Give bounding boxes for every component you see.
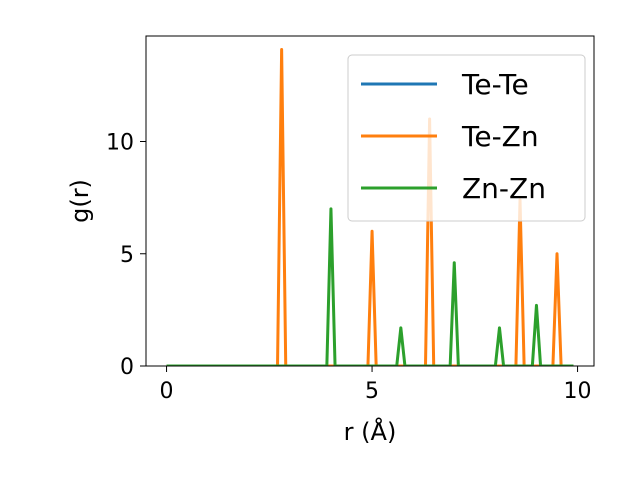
x-tick-label: 5 xyxy=(365,379,379,404)
x-tick-label: 0 xyxy=(160,379,174,404)
x-axis-label: r (Å) xyxy=(344,417,397,446)
y-axis-label: g(r) xyxy=(66,179,94,223)
legend-label-zn-zn: Zn-Zn xyxy=(462,172,546,205)
legend-box xyxy=(347,54,586,222)
x-tick-label: 10 xyxy=(564,379,592,404)
legend-label-te-zn: Te-Zn xyxy=(461,120,539,153)
ticks-layer: 0 5 10 0 5 10 xyxy=(106,131,592,404)
legend-label-te-te: Te-Te xyxy=(461,68,529,101)
y-tick-label: 5 xyxy=(120,243,134,268)
y-tick-label: 0 xyxy=(120,355,134,380)
y-tick-label: 10 xyxy=(106,131,134,156)
series-line-zn-zn xyxy=(166,207,574,366)
legend: Te-Te Te-Zn Zn-Zn xyxy=(347,54,586,222)
plot-frame xyxy=(145,35,595,367)
